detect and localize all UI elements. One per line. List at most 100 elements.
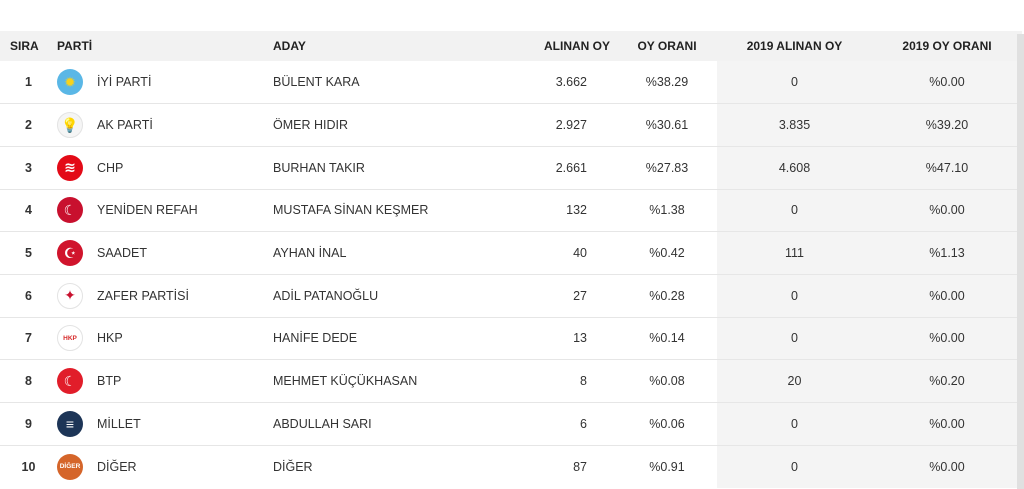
header-oy-orani[interactable]: OY ORANI — [637, 39, 697, 53]
table-row[interactable]: 3 ≋ CHP BURHAN TAKIR 2.661 %27.83 4.608 %47.10 — [0, 145, 1022, 190]
party-logo-cell: ☾ — [57, 188, 97, 232]
party-logo-cell: ☾ — [57, 359, 97, 403]
vote-rate: %0.91 — [617, 444, 717, 488]
row-rank: 1 — [25, 75, 32, 90]
header-alinan-oy[interactable]: ALINAN OY — [544, 39, 610, 53]
party-logo-cell: ≡ — [57, 402, 97, 446]
table-row[interactable]: 4 ☾ YENİDEN REFAH MUSTAFA SİNAN KEŞMER 132 %1… — [0, 188, 1022, 232]
table-row[interactable]: 6 ✦ ZAFER PARTİSİ ADİL PATANOĞLU 27 %0.28 0 %0.… — [0, 273, 1022, 318]
row-rank: 9 — [0, 402, 57, 446]
vote-count-2019: 3.835 — [717, 103, 872, 147]
row-rank: 7 — [0, 316, 57, 360]
party-logo-cell: DİĞER — [57, 444, 97, 488]
party-name: DİĞER — [97, 444, 273, 488]
vertical-scrollbar[interactable] — [1017, 34, 1024, 489]
logo-glyph: ✹ — [64, 73, 76, 90]
table-body: 1 ✹ İYİ PARTİ BÜLENT KARA 3.662 %38.29 0 %0.00 2… — [0, 61, 1022, 488]
vote-rate: %38.29 — [645, 75, 689, 90]
vote-count: 8 — [493, 359, 617, 403]
vote-count-2019: 0 — [717, 61, 872, 104]
candidate-name: MEHMET KÜÇÜKHASAN — [273, 359, 493, 403]
yeniden-refah-emblem-icon: ☾ — [57, 197, 83, 224]
vote-rate: %0.14 — [617, 316, 717, 360]
candidate-name: BURHAN TAKIR — [273, 145, 493, 190]
candidate-name: BÜLENT KARA — [273, 75, 360, 90]
chp-six-arrows-icon: ≋ — [57, 154, 83, 181]
candidate-name: DİĞER — [273, 444, 493, 488]
vote-count: 2.927 — [493, 103, 617, 147]
hkp-emblem-icon: HKP — [57, 325, 83, 352]
logo-glyph: 💡 — [61, 116, 79, 133]
candidate-name: ÖMER HIDIR — [273, 103, 493, 147]
logo-glyph: ≡ — [65, 415, 75, 432]
table-row[interactable]: 10 DİĞER DİĞER DİĞER 87 %0.91 0 %0.00 — [0, 444, 1022, 488]
vote-count-2019: 0 — [717, 273, 872, 318]
vote-count-2019: 20 — [717, 359, 872, 403]
vote-rate-2019: %0.00 — [872, 61, 1022, 104]
party-logo-cell: HKP — [57, 316, 97, 360]
party-logo-cell: ✦ — [57, 273, 97, 318]
header-aday[interactable]: ADAY — [273, 39, 306, 53]
vote-count-2019: 111 — [717, 231, 872, 275]
party-name: MİLLET — [97, 402, 273, 446]
candidate-name: ABDULLAH SARI — [273, 402, 493, 446]
table-row[interactable]: 7 HKP HKP HANİFE DEDE 13 %0.14 0 %0.00 — [0, 316, 1022, 360]
party-logo-cell: ✹ — [57, 61, 97, 104]
party-name: AK PARTİ — [97, 103, 273, 147]
vote-rate-2019: %0.00 — [872, 188, 1022, 232]
row-rank: 4 — [0, 188, 57, 232]
vote-count: 40 — [493, 231, 617, 275]
header-2019-alinan-oy[interactable]: 2019 ALINAN OY — [717, 31, 872, 61]
row-rank: 6 — [0, 273, 57, 318]
table-row[interactable]: 1 ✹ İYİ PARTİ BÜLENT KARA 3.662 %38.29 0 %0.00 — [0, 61, 1022, 104]
vote-count: 3.662 — [555, 75, 587, 90]
election-results-table: SIRA PARTİ ADAY ALINAN OY OY ORANI 2019 … — [0, 31, 1022, 488]
party-logo-cell: ≋ — [57, 145, 97, 190]
table-row[interactable]: 2 💡 AK PARTİ ÖMER HIDIR 2.927 %30.61 3.835 %39.… — [0, 103, 1022, 147]
vote-count: 2.661 — [493, 145, 617, 190]
vote-rate-2019: %0.00 — [872, 316, 1022, 360]
btp-emblem-icon: ☾ — [57, 368, 83, 395]
vote-rate: %0.06 — [617, 402, 717, 446]
vote-count: 87 — [493, 444, 617, 488]
header-parti[interactable]: PARTİ — [57, 39, 93, 53]
results-table-container: SIRA PARTİ ADAY ALINAN OY OY ORANI 2019 … — [0, 31, 1022, 488]
logo-glyph: DİĞER — [59, 463, 81, 471]
vote-count-2019: 0 — [717, 188, 872, 232]
vote-count: 6 — [493, 402, 617, 446]
party-logo-cell: 💡 — [57, 103, 97, 147]
party-name: CHP — [97, 145, 273, 190]
party-name: HKP — [97, 316, 273, 360]
header-sira[interactable]: SIRA — [10, 39, 39, 53]
vote-rate: %0.08 — [617, 359, 717, 403]
vote-rate-2019: %1.13 — [872, 231, 1022, 275]
vote-rate: %0.28 — [617, 273, 717, 318]
logo-glyph: ☪ — [63, 244, 77, 261]
vote-count: 27 — [493, 273, 617, 318]
vote-rate: %1.38 — [617, 188, 717, 232]
row-rank: 8 — [0, 359, 57, 403]
table-row[interactable]: 8 ☾ BTP MEHMET KÜÇÜKHASAN 8 %0.08 20 %0.20 — [0, 359, 1022, 403]
party-name: YENİDEN REFAH — [97, 188, 273, 232]
logo-glyph: HKP — [63, 334, 77, 342]
header-2019-oy-orani[interactable]: 2019 OY ORANI — [872, 31, 1022, 61]
scrollbar-thumb[interactable] — [1017, 34, 1024, 489]
party-name: SAADET — [97, 231, 273, 275]
logo-glyph: ≋ — [64, 159, 76, 176]
table-header: SIRA PARTİ ADAY ALINAN OY OY ORANI 2019 … — [0, 31, 1022, 61]
party-name: BTP — [97, 359, 273, 403]
vote-rate-2019: %47.10 — [872, 145, 1022, 190]
vote-count: 132 — [493, 188, 617, 232]
table-row[interactable]: 5 ☪ SAADET AYHAN İNAL 40 %0.42 111 %1.13 — [0, 231, 1022, 275]
vote-rate: %30.61 — [617, 103, 717, 147]
table-row[interactable]: 9 ≡ MİLLET ABDULLAH SARI 6 %0.06 0 %0.00 — [0, 402, 1022, 446]
vote-rate-2019: %39.20 — [872, 103, 1022, 147]
logo-glyph: ☾ — [63, 201, 77, 218]
party-name: İYİ PARTİ — [97, 75, 152, 90]
row-rank: 10 — [0, 444, 57, 488]
candidate-name: HANİFE DEDE — [273, 316, 493, 360]
diger-badge-icon: DİĞER — [57, 453, 83, 480]
party-name: ZAFER PARTİSİ — [97, 273, 273, 318]
row-rank: 2 — [0, 103, 57, 147]
saadet-crescent-icon: ☪ — [57, 240, 83, 267]
